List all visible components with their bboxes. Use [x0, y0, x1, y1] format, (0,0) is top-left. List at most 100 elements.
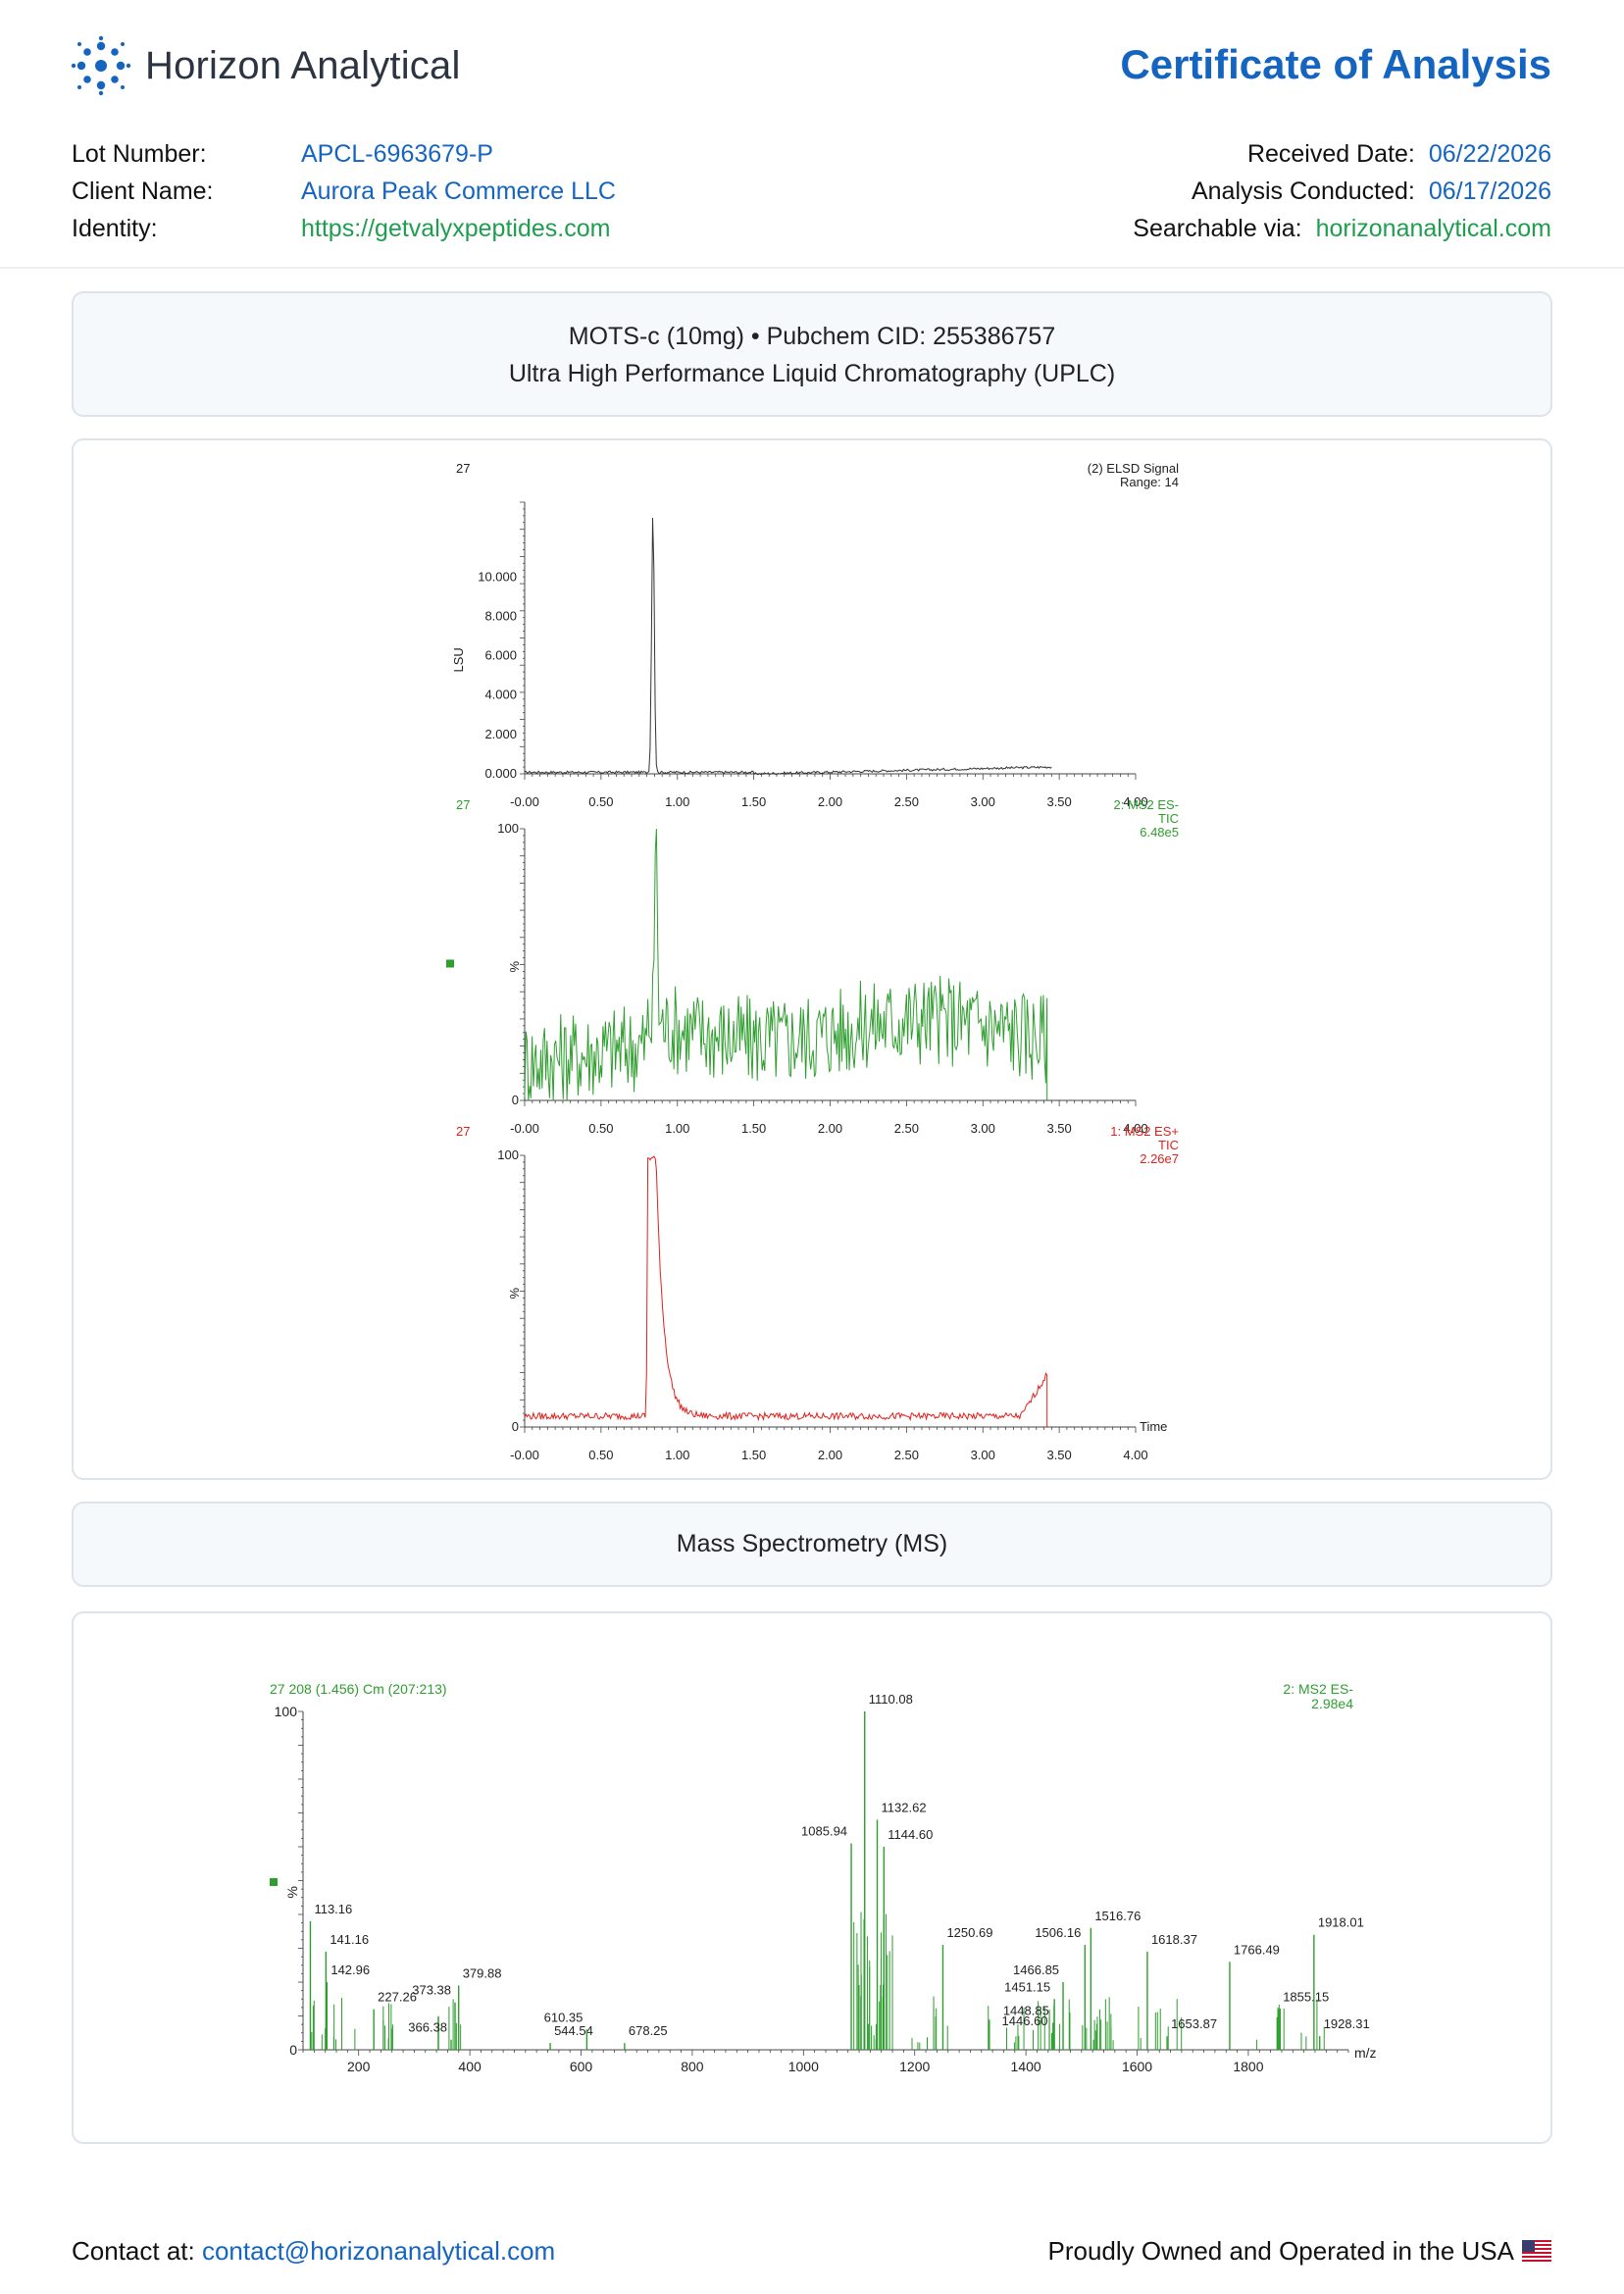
legend-line: TIC	[1158, 811, 1179, 826]
peak-label: 113.16	[314, 1902, 352, 1916]
y-tick-label: 10.000	[478, 569, 517, 584]
y-axis-label: %	[507, 1288, 522, 1300]
y-axis-label: %	[284, 1886, 300, 1898]
contact-label: Contact at:	[72, 2236, 195, 2266]
x-tick-label: 1.00	[665, 794, 689, 809]
legend-line: 1: MS2 ES+	[1110, 1124, 1179, 1139]
received-date-value: 06/22/2026	[1428, 140, 1551, 168]
peak-label: 1451.15	[1004, 1979, 1050, 1994]
x-tick-label: 2.00	[818, 1121, 842, 1136]
y-axis-label: LSU	[451, 647, 466, 672]
header: Horizon Analytical Certificate of Analys…	[0, 0, 1624, 269]
sample-label: 27	[456, 461, 470, 476]
x-axis-label: Time	[1140, 1419, 1167, 1434]
x-tick-label: 2.50	[894, 1121, 919, 1136]
x-tick-label: 2.50	[894, 794, 919, 809]
meta-label: Received Date:	[1246, 140, 1415, 168]
y-axis-label: %	[507, 961, 522, 973]
peak-label: 1085.94	[801, 1824, 847, 1839]
x-tick-label: 1.00	[665, 1121, 689, 1136]
peak-label: 1918.01	[1318, 1915, 1364, 1930]
x-tick-label: 1.50	[741, 1448, 766, 1462]
ms-spectrum: 27 208 (1.456) Cm (207:213) 2: MS2 ES-2.9…	[270, 1681, 1377, 2074]
x-tick-label: 1600	[1122, 2059, 1152, 2074]
meta-row-received: Received Date: 06/22/2026	[1133, 135, 1551, 173]
searchable-link[interactable]: horizonanalytical.com	[1315, 215, 1551, 242]
peak-label: 379.88	[463, 1965, 502, 1980]
uplc-title-panel: MOTS-c (10mg) • Pubchem CID: 255386757 U…	[72, 291, 1552, 417]
compound-line: MOTS-c (10mg) • Pubchem CID: 255386757	[568, 323, 1056, 350]
peak-label: 142.96	[330, 1963, 370, 1977]
x-tick-label: 0.50	[588, 1121, 613, 1136]
x-tick-label: 1200	[899, 2059, 930, 2074]
x-tick-label: 600	[570, 2059, 593, 2074]
legend-line: Range: 14	[1120, 475, 1179, 489]
sample-label: 27	[456, 797, 470, 812]
x-tick-label: 1.50	[741, 1121, 766, 1136]
uplc-chart-panel: 27 (2) ELSD Signal Range: 14 -0.00 0.50 1.00 1…	[72, 438, 1552, 1480]
y-tick-label: 0	[512, 1093, 519, 1107]
meta-label: Searchable via:	[1133, 215, 1302, 242]
x-tick-label: 1800	[1233, 2059, 1263, 2074]
peak-label: 141.16	[330, 1932, 369, 1947]
legend-marker	[446, 959, 454, 968]
peak-label: 544.54	[554, 2023, 593, 2038]
peak-label: 227.26	[378, 1990, 417, 2005]
x-tick-label: 1.00	[665, 1448, 689, 1462]
x-tick-label: 4.00	[1123, 1448, 1147, 1462]
legend-line: 6.48e5	[1140, 825, 1179, 840]
x-tick-label: 3.00	[971, 794, 995, 809]
y-tick-label: 8.000	[484, 608, 517, 623]
us-flag-icon	[1522, 2239, 1551, 2264]
x-tick-label: 200	[347, 2059, 371, 2074]
peak-label: 1446.60	[1002, 2014, 1048, 2028]
meta-label: Identity:	[72, 215, 158, 242]
legend-line: (2) ELSD Signal	[1088, 461, 1179, 476]
series-trace	[524, 1155, 1048, 1427]
legend-line: TIC	[1158, 1138, 1179, 1152]
meta-row-lot: Lot Number: APCL-6963679-P	[72, 135, 616, 173]
brand-name: Horizon Analytical	[145, 43, 461, 87]
x-tick-label: 3.50	[1046, 1448, 1071, 1462]
brand-logo: Horizon Analytical	[71, 35, 461, 96]
peak-label: 610.35	[544, 2010, 584, 2024]
x-tick-label: 1000	[788, 2059, 819, 2074]
y-tick-label: 0.000	[484, 766, 517, 781]
legend-line: 2: MS2 ES-	[1114, 797, 1179, 812]
y-tick-label: 100	[275, 1704, 298, 1719]
ms-title: Mass Spectrometry (MS)	[676, 1530, 948, 1557]
meta-row-identity: Identity: https://getvalyxpeptides.com	[72, 210, 616, 247]
y-tick-label: 100	[497, 1147, 519, 1162]
peak-label: 1618.37	[1151, 1932, 1197, 1947]
peak-label: 1653.87	[1171, 2016, 1217, 2031]
x-tick-label: 3.00	[971, 1448, 995, 1462]
x-tick-label: 4.00	[1123, 794, 1147, 809]
contact-email-link[interactable]: contact@horizonanalytical.com	[201, 2236, 556, 2266]
y-tick-label: 4.000	[484, 688, 517, 702]
meta-right: Received Date: 06/22/2026 Analysis Condu…	[1133, 135, 1551, 247]
legend-line: 2: MS2 ES-	[1283, 1681, 1353, 1697]
y-tick-label: 0	[289, 2042, 297, 2058]
peak-label: 678.25	[629, 2023, 668, 2038]
peak-label: 1766.49	[1234, 1942, 1280, 1957]
meta-row-searchable: Searchable via: horizonanalytical.com	[1133, 210, 1551, 247]
peak-label: 1110.08	[869, 1692, 913, 1707]
x-tick-label: -0.00	[510, 1448, 539, 1462]
peak-label: 1855.15	[1283, 1990, 1329, 2005]
peak-label: 1516.76	[1094, 1909, 1141, 1923]
client-name-value: Aurora Peak Commerce LLC	[301, 178, 616, 205]
legend-marker	[270, 1878, 278, 1886]
x-tick-label: 4.00	[1123, 1121, 1147, 1136]
molecule-burst-icon	[71, 35, 131, 96]
peak-label: 1144.60	[888, 1827, 933, 1842]
y-tick-label: 6.000	[484, 648, 517, 663]
footer-tagline: Proudly Owned and Operated in the USA	[1047, 2236, 1551, 2267]
meta-row-analysis: Analysis Conducted: 06/17/2026	[1133, 173, 1551, 210]
identity-link[interactable]: https://getvalyxpeptides.com	[301, 215, 611, 242]
legend-line: 2.26e7	[1140, 1151, 1179, 1166]
x-axis-label: m/z	[1354, 2045, 1377, 2061]
series-trace	[524, 828, 1048, 1101]
x-tick-label: 0.50	[588, 1448, 613, 1462]
peak-label: 1132.62	[882, 1800, 927, 1814]
